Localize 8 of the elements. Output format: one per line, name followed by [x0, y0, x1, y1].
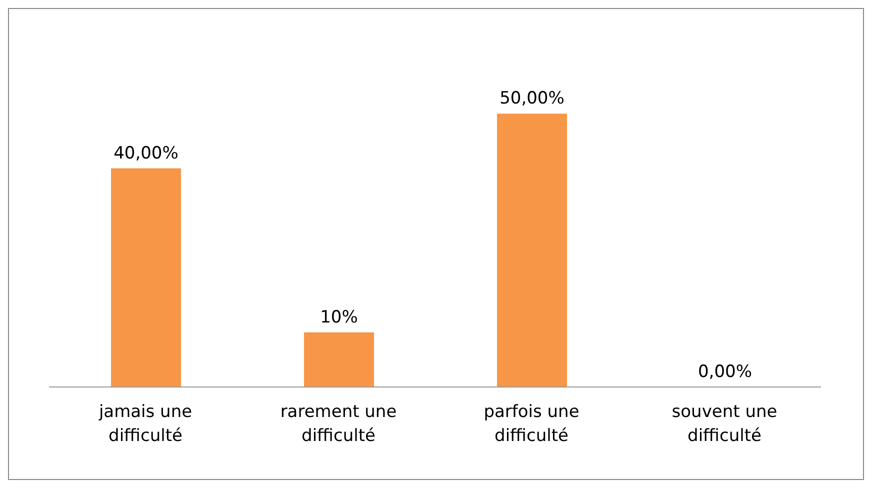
x-tick-label: jamais une difficulté [98, 402, 192, 446]
data-label: 0,00% [698, 362, 752, 382]
data-label: 10% [320, 307, 358, 328]
x-tick-label: parfois une difficulté [484, 402, 580, 446]
x-tick-label: souvent une difficulté [672, 402, 778, 446]
data-label: 40,00% [114, 143, 178, 164]
x-tick-label: rarement une difficulté [280, 402, 397, 446]
data-label: 50,00% [500, 88, 564, 109]
